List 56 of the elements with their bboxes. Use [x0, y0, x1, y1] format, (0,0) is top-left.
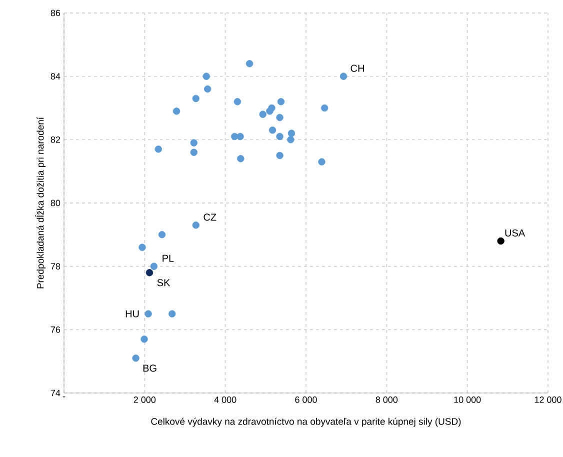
point [340, 72, 348, 80]
x-tick-label: 4 000 [214, 396, 236, 403]
y-tick-label: 82 [50, 136, 60, 143]
point [202, 72, 210, 80]
y-tick-label: 84 [50, 73, 60, 80]
point [146, 269, 154, 276]
x-tick-label: 6 000 [295, 396, 317, 403]
point [192, 94, 200, 102]
x-tick-label: - [62, 396, 66, 398]
point [276, 132, 284, 140]
point [259, 110, 266, 118]
x-tick-label: 8 000 [376, 396, 398, 403]
y-tick-label: 78 [50, 263, 60, 270]
point [320, 104, 328, 112]
point [150, 262, 158, 270]
x-axis-title: Celkové výdavky na zdravotníctvo na obyvateľa v parite kúpnej sily (USD) [151, 418, 461, 427]
x-tick-label: 2 000 [134, 396, 156, 403]
point [237, 155, 244, 162]
point [204, 85, 212, 93]
point [246, 60, 254, 68]
point [140, 336, 148, 343]
point [497, 237, 504, 245]
point [132, 354, 140, 362]
y-tick-label: 76 [50, 326, 60, 333]
point [138, 244, 146, 251]
point [318, 158, 326, 166]
point [276, 152, 284, 160]
point [277, 98, 285, 106]
annotation: HU [126, 310, 139, 318]
point [154, 146, 162, 153]
point [172, 108, 180, 115]
annotation: SK [157, 279, 170, 286]
point [276, 114, 284, 122]
point [287, 136, 294, 144]
point [266, 108, 274, 115]
point [288, 130, 296, 137]
point [190, 148, 198, 156]
annotation: CZ [204, 214, 216, 221]
point [236, 132, 244, 140]
y-tick-label: 80 [50, 200, 60, 206]
y-axis-title: Predpokladaná dĺžka dožitia pri narodení [35, 116, 46, 288]
y-tick-label: 74 [50, 390, 60, 396]
y-tick-label: 86 [50, 10, 60, 16]
point [144, 310, 152, 318]
point [268, 126, 276, 134]
annotation: USA [505, 229, 526, 237]
x-tick-label: 12 000 [534, 396, 562, 403]
point [158, 231, 166, 238]
annotation: PL [162, 254, 174, 262]
point [168, 310, 176, 318]
annotation: CH [350, 64, 364, 72]
point [234, 98, 242, 106]
point [190, 139, 198, 146]
annotation: BG [143, 364, 156, 372]
x-tick-label: 10 000 [454, 396, 481, 403]
point [192, 222, 200, 229]
